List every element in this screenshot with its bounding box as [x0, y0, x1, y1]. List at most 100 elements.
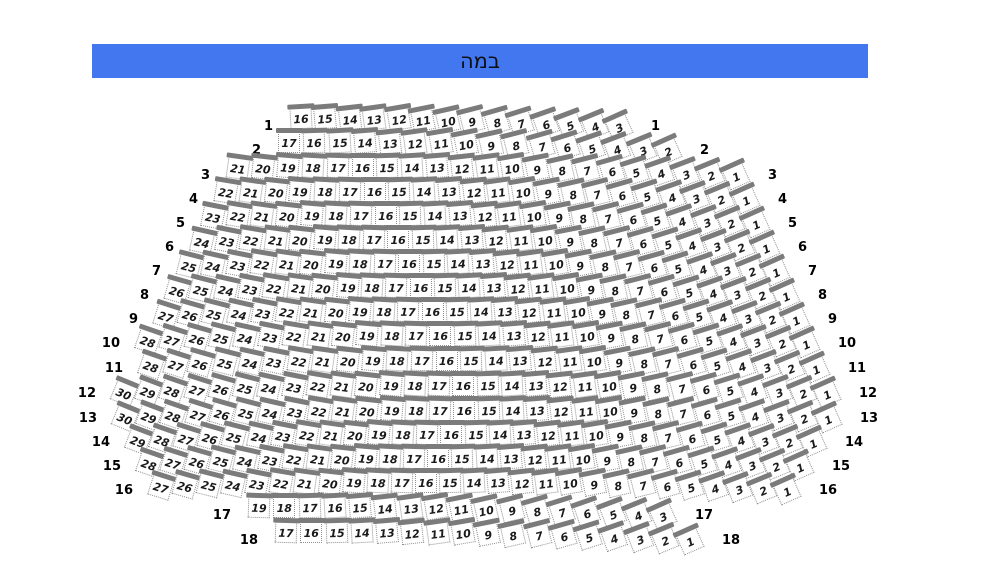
seat-row9-18[interactable]: 18	[371, 296, 399, 323]
seat-row11-16[interactable]: 16	[433, 346, 461, 371]
seat-row16-4[interactable]: 4	[697, 469, 729, 502]
seat-row15-18[interactable]: 18	[377, 443, 405, 470]
seat-row12-18[interactable]: 18	[402, 370, 430, 397]
seat-row14-14[interactable]: 14	[485, 419, 514, 446]
seat-row10-15[interactable]: 15	[451, 320, 479, 347]
seat-row17-13[interactable]: 13	[395, 492, 424, 521]
seat-row2-15[interactable]: 15	[325, 127, 354, 154]
seat-row16-17[interactable]: 17	[389, 467, 417, 494]
seat-row11-15[interactable]: 15	[457, 345, 485, 372]
seat-row16-1[interactable]: 1	[769, 472, 802, 506]
seat-row5-14[interactable]: 14	[421, 200, 449, 227]
seat-row16-2[interactable]: 2	[745, 471, 778, 505]
seat-row11-19[interactable]: 19	[360, 345, 388, 373]
seat-row13-12[interactable]: 12	[546, 395, 575, 423]
seat-row12-16[interactable]: 16	[450, 371, 478, 396]
seat-row11-20[interactable]: 20	[335, 345, 364, 373]
seat-row15-17[interactable]: 17	[401, 443, 429, 470]
seat-row18-5[interactable]: 5	[572, 519, 603, 551]
seat-row7-17[interactable]: 17	[371, 248, 400, 275]
seat-row12-12[interactable]: 12	[545, 370, 574, 398]
seat-row8-18[interactable]: 18	[359, 272, 387, 299]
seat-row13-17[interactable]: 17	[427, 395, 455, 422]
seat-row18-13[interactable]: 13	[372, 517, 401, 545]
seat-row13-18[interactable]: 18	[403, 395, 431, 422]
seat-row6-17[interactable]: 17	[360, 224, 389, 251]
seat-row18-1[interactable]: 1	[672, 522, 705, 556]
seat-row5-20[interactable]: 20	[274, 200, 303, 228]
seat-row3-14[interactable]: 14	[398, 152, 426, 179]
seat-row14-17[interactable]: 17	[414, 419, 442, 446]
seat-row16-27[interactable]: 27	[147, 469, 179, 501]
seat-row12-19[interactable]: 19	[378, 370, 406, 398]
seat-row10-13[interactable]: 13	[499, 320, 527, 348]
seat-row15-16[interactable]: 16	[425, 444, 453, 469]
seat-row16-16[interactable]: 16	[412, 468, 440, 493]
seat-row16-14[interactable]: 14	[460, 467, 488, 494]
seat-row4-14[interactable]: 14	[410, 176, 438, 203]
seat-row8-15[interactable]: 15	[431, 272, 459, 299]
seat-row11-13[interactable]: 13	[506, 345, 534, 373]
seat-row16-21[interactable]: 21	[293, 467, 322, 496]
seat-row8-17[interactable]: 17	[383, 272, 411, 299]
seat-row10-11[interactable]: 11	[547, 320, 575, 349]
seat-row3-17[interactable]: 17	[324, 152, 352, 179]
seat-row16-20[interactable]: 20	[317, 467, 346, 495]
seat-row7-14[interactable]: 14	[444, 248, 472, 275]
seat-row18-10[interactable]: 10	[447, 517, 476, 547]
seat-row13-15[interactable]: 15	[475, 395, 503, 422]
seat-row7-18[interactable]: 18	[347, 248, 375, 275]
seat-row17-16[interactable]: 16	[320, 492, 349, 519]
seat-row6-15[interactable]: 15	[409, 224, 437, 251]
seat-row14-18[interactable]: 18	[390, 419, 418, 446]
seat-row16-24[interactable]: 24	[220, 468, 250, 498]
seat-row18-3[interactable]: 3	[622, 520, 654, 553]
seat-row16-13[interactable]: 13	[483, 467, 512, 495]
seat-row16-19[interactable]: 19	[341, 467, 369, 495]
seat-row3-20[interactable]: 20	[250, 152, 279, 180]
seat-row9-16[interactable]: 16	[419, 297, 447, 322]
seat-row13-16[interactable]: 16	[451, 396, 479, 421]
seat-row5-17[interactable]: 17	[348, 200, 376, 227]
seat-row18-11[interactable]: 11	[422, 517, 451, 546]
seat-row11-18[interactable]: 18	[384, 345, 413, 372]
seat-row3-15[interactable]: 15	[374, 152, 402, 179]
seat-row9-17[interactable]: 17	[395, 296, 423, 323]
seat-row2-17[interactable]: 17	[276, 128, 303, 153]
seat-row3-18[interactable]: 18	[300, 152, 328, 179]
seat-row12-13[interactable]: 13	[521, 370, 550, 398]
seat-row2-16[interactable]: 16	[300, 127, 329, 154]
seat-row14-16[interactable]: 16	[438, 420, 466, 445]
seat-row18-4[interactable]: 4	[597, 519, 629, 552]
seat-row16-3[interactable]: 3	[721, 470, 754, 503]
seat-row15-15[interactable]: 15	[449, 443, 477, 470]
seat-row11-17[interactable]: 17	[409, 345, 437, 372]
seat-row9-14[interactable]: 14	[467, 296, 495, 323]
seat-row5-15[interactable]: 15	[397, 200, 425, 227]
seat-row15-14[interactable]: 14	[472, 443, 501, 470]
seat-row9-15[interactable]: 15	[443, 296, 471, 323]
seat-row12-17[interactable]: 17	[426, 370, 454, 397]
seat-row10-19[interactable]: 19	[355, 320, 383, 348]
seat-row10-18[interactable]: 18	[379, 320, 407, 347]
seat-row4-17[interactable]: 17	[337, 176, 365, 203]
seat-row11-14[interactable]: 14	[482, 345, 510, 372]
seat-row10-20[interactable]: 20	[330, 320, 359, 348]
seat-row14-12[interactable]: 12	[533, 419, 561, 447]
seat-row14-15[interactable]: 15	[462, 419, 490, 446]
seat-row2-13[interactable]: 13	[375, 127, 403, 155]
seat-row3-16[interactable]: 16	[349, 153, 377, 178]
seat-row17-14[interactable]: 14	[370, 492, 399, 520]
seat-row4-18[interactable]: 18	[312, 176, 340, 203]
seat-row18-16[interactable]: 16	[298, 518, 326, 543]
seat-row13-14[interactable]: 14	[499, 395, 527, 422]
seat-row17-19[interactable]: 19	[246, 492, 274, 519]
seat-row10-16[interactable]: 16	[427, 321, 455, 346]
seat-row2-14[interactable]: 14	[350, 127, 378, 155]
seat-row12-20[interactable]: 20	[354, 370, 382, 398]
seat-row16-18[interactable]: 18	[365, 467, 393, 494]
seat-row18-2[interactable]: 2	[647, 521, 680, 555]
seat-row17-17[interactable]: 17	[296, 492, 324, 519]
seat-row7-15[interactable]: 15	[420, 248, 448, 275]
seat-row18-12[interactable]: 12	[397, 517, 426, 545]
